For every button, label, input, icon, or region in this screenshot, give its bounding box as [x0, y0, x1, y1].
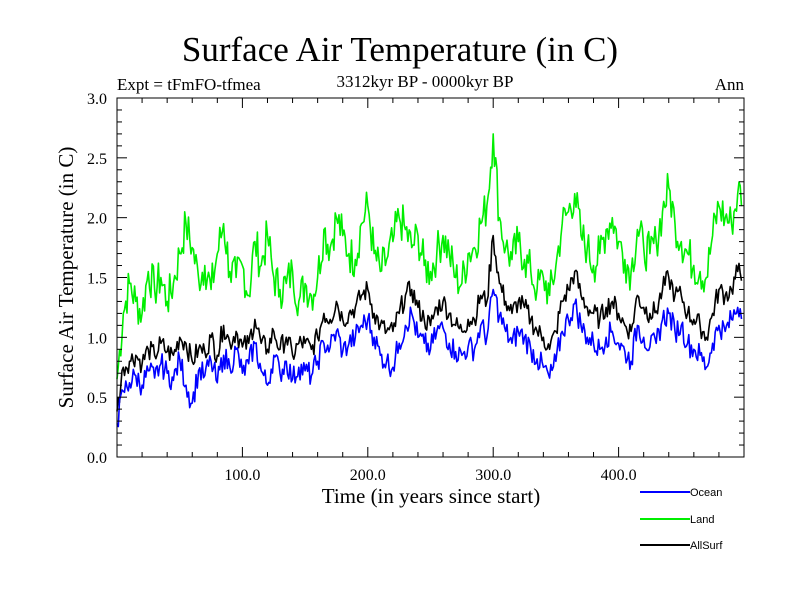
series-line-land — [116, 133, 743, 380]
y-tick-label: 1.5 — [87, 271, 107, 288]
chart-subtitle: 3312kyr BP - 0000kyr BP — [336, 72, 514, 91]
legend-item-land: Land — [640, 514, 714, 526]
legend-label: Ocean — [690, 487, 722, 499]
y-tick-label: 2.0 — [87, 211, 107, 228]
series-line-allsurf — [116, 234, 743, 412]
experiment-label: Expt = tFmFO-tfmea — [117, 75, 261, 94]
x-tick-label: 200.0 — [350, 467, 386, 484]
y-axis-title: Surface Air Temperature (in C) — [54, 147, 78, 409]
x-tick-label: 300.0 — [475, 467, 511, 484]
legend-label: AllSurf — [690, 540, 723, 552]
chart-title: Surface Air Temperature (in C) — [181, 30, 619, 69]
legend-item-ocean: Ocean — [640, 487, 722, 499]
series-layer — [116, 133, 743, 428]
y-tick-label: 3.0 — [87, 91, 107, 108]
y-tick-label: 1.0 — [87, 330, 107, 347]
y-tick-label: 2.5 — [87, 151, 107, 168]
labels-layer: 100.0 200.0 300.0 400.0 0.0 0.5 1.0 1.5 2.0 2.5 3.… — [87, 91, 637, 484]
x-tick-label: 400.0 — [601, 467, 637, 484]
x-tick-label: 100.0 — [224, 467, 260, 484]
legend-label: Land — [690, 514, 714, 526]
y-tick-label: 0.0 — [87, 450, 107, 467]
y-tick-label: 0.5 — [87, 390, 107, 407]
series-line-ocean — [116, 288, 743, 428]
season-label: Ann — [714, 75, 744, 94]
legend-item-allsurf: AllSurf — [640, 540, 723, 552]
x-axis-title: Time (in years since start) — [322, 484, 541, 508]
legend: Ocean Land AllSurf — [640, 487, 723, 552]
ticks-layer — [117, 98, 744, 457]
